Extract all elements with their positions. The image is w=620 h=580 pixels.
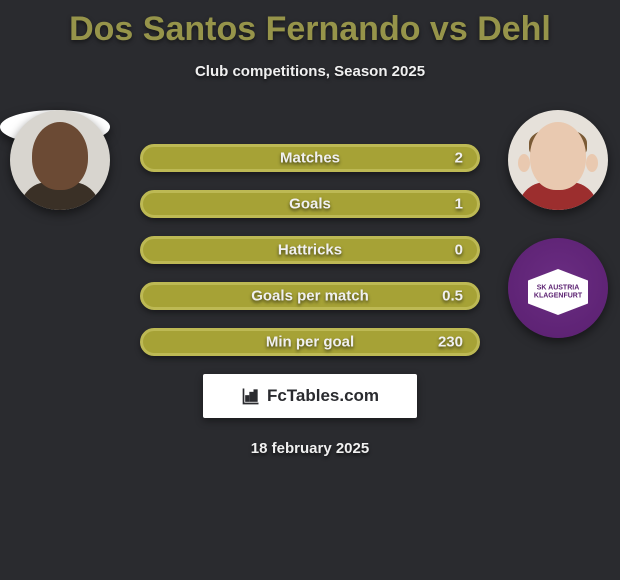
stat-bar: Min per goal 230	[140, 328, 480, 356]
page-title: Dos Santos Fernando vs Dehl	[0, 0, 620, 49]
stat-value-right: 0.5	[442, 288, 463, 305]
stat-value-right: 2	[455, 150, 463, 167]
date-text: 18 february 2025	[0, 440, 620, 457]
stat-label: Hattricks	[278, 242, 342, 259]
subtitle: Club competitions, Season 2025	[0, 63, 620, 80]
stat-label: Goals	[289, 196, 331, 213]
stat-bar: Hattricks 0	[140, 236, 480, 264]
stat-label: Goals per match	[251, 288, 369, 305]
branding-badge: FcTables.com	[203, 374, 417, 418]
club-badge-text: SK AUSTRIA KLAGENFURT	[533, 284, 583, 299]
player1-avatar	[10, 110, 110, 210]
stat-label: Min per goal	[266, 334, 354, 351]
stat-bar: Goals per match 0.5	[140, 282, 480, 310]
player2-avatar	[508, 110, 608, 210]
stats-bars: Matches 2 Goals 1 Hattricks 0 Goals per …	[140, 144, 480, 356]
player2-club-badge: SK AUSTRIA KLAGENFURT	[508, 238, 608, 338]
branding-text: FcTables.com	[267, 386, 379, 406]
stat-bar: Matches 2	[140, 144, 480, 172]
chart-icon	[241, 386, 261, 406]
stat-value-right: 230	[438, 334, 463, 351]
stat-bar: Goals 1	[140, 190, 480, 218]
comparison-content: SK AUSTRIA KLAGENFURT Matches 2 Goals 1 …	[0, 110, 620, 457]
stat-value-right: 0	[455, 242, 463, 259]
stat-label: Matches	[280, 150, 340, 167]
stat-value-right: 1	[455, 196, 463, 213]
